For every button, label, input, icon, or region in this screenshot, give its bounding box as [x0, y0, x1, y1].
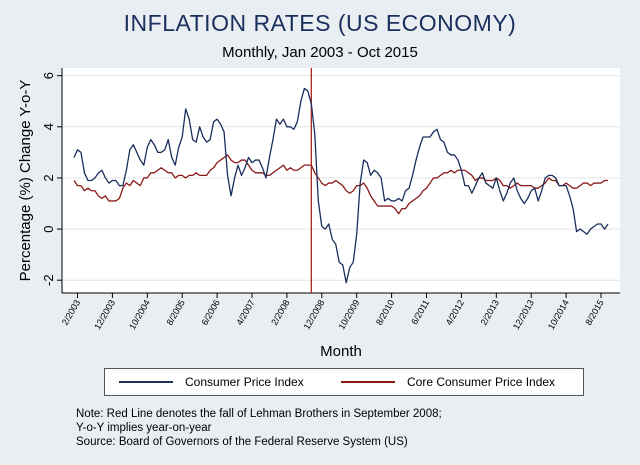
x-tick-label: 10/2014 [546, 298, 571, 331]
x-tick-label: 10/2009 [337, 298, 362, 331]
source-line: Source: Board of Governors of the Federa… [76, 436, 408, 448]
x-tick-label: 2/2003 [60, 298, 82, 327]
series-layer [73, 87, 609, 284]
core-cpi-line [73, 154, 608, 215]
cpi-line [73, 87, 609, 284]
chart-subtitle: Monthly, Jan 2003 - Oct 2015 [222, 44, 418, 61]
x-axis: 2/2003 12/2003 10/2004 8/2005 6/2006 4/2007 2/… [60, 292, 620, 331]
chart-notes: Note: Red Line denotes the fall of Lehma… [76, 407, 442, 449]
legend-swatch-cpi [119, 381, 173, 383]
x-tick-label: 8/2010 [374, 298, 396, 327]
x-tick-label: 4/2007 [234, 298, 256, 327]
legend-swatch-core-cpi [341, 381, 395, 383]
x-tick-label: 6/2006 [199, 298, 221, 327]
x-tick-label: 4/2012 [444, 298, 466, 327]
y-tick-label: 6 [41, 72, 56, 79]
x-tick-label: 10/2004 [127, 298, 152, 331]
grid-lines [62, 75, 620, 281]
x-tick-label: 12/2008 [302, 298, 327, 331]
note-line: Note: Red Line denotes the fall of Lehma… [76, 408, 442, 420]
x-tick-label: 12/2003 [92, 298, 117, 331]
x-tick-label: 6/2011 [409, 298, 431, 326]
chart-title: INFLATION RATES (US ECONOMY) [123, 10, 517, 36]
x-tick-label: 8/2015 [583, 298, 605, 327]
y-axis-label: Percentage (%) Change Y-o-Y [17, 80, 34, 282]
y-axis: -2 0 2 4 6 [41, 68, 63, 293]
x-tick-label: 12/2013 [511, 298, 536, 331]
legend-label-cpi: Consumer Price Index [185, 375, 304, 389]
x-axis-label: Month [320, 343, 362, 360]
y-tick-label: 4 [41, 123, 56, 130]
legend-item-core-cpi: Core Consumer Price Index [341, 375, 555, 389]
y-tick-label: 2 [41, 174, 56, 181]
y-tick-label: -2 [41, 274, 56, 286]
x-tick-label: 2/2013 [479, 298, 501, 327]
x-tick-label: 8/2005 [165, 298, 187, 327]
plot-area [62, 68, 620, 293]
note-line: Y-o-Y implies year-on-year [76, 422, 212, 434]
chart-legend: Consumer Price Index Core Consumer Price… [104, 368, 584, 396]
y-tick-label: 0 [41, 225, 56, 232]
legend-label-core-cpi: Core Consumer Price Index [407, 375, 556, 389]
x-tick-label: 2/2008 [269, 298, 291, 327]
legend-item-cpi: Consumer Price Index [119, 375, 304, 389]
